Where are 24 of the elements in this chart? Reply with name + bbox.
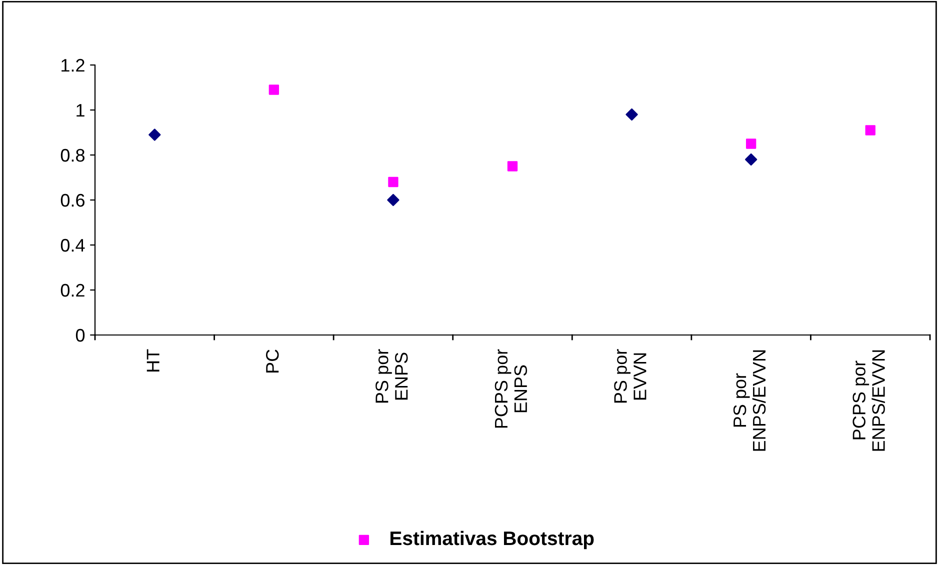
- y-tick-label: 1: [76, 104, 84, 117]
- y-tick-label: 0.8: [60, 148, 84, 162]
- legend-label: Estimativas Bootstrap: [390, 530, 594, 550]
- point: [626, 108, 638, 121]
- y-tick-label: 0: [76, 328, 85, 342]
- point: [268, 84, 280, 95]
- point: [387, 194, 400, 206]
- x-tick-label: PC: [266, 350, 279, 372]
- x-tick-label: PS por ENPS/EVVN: [733, 350, 766, 451]
- y-tick-label: 1.2: [62, 58, 84, 72]
- x-tick-label: HT: [146, 349, 160, 372]
- x-tick-label: PCPS por ENPS/EVVN: [852, 350, 885, 451]
- x-tick-label: PCPS por ENPS: [494, 349, 528, 428]
- y-tick-label: 0.4: [60, 238, 85, 252]
- point: [744, 153, 758, 166]
- point: [865, 125, 876, 136]
- y-tick-label: 0.6: [60, 194, 84, 207]
- y-tick-label: 0.2: [60, 284, 84, 297]
- point: [148, 128, 161, 141]
- x-tick-label: PS por EVVN: [614, 349, 646, 403]
- point: [746, 138, 756, 149]
- x-tick-label: PS por ENPS: [376, 349, 408, 403]
- point: [388, 176, 398, 188]
- point: [507, 161, 518, 172]
